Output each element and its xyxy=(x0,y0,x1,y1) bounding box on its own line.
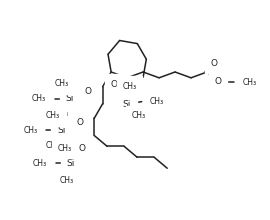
Text: CH₃: CH₃ xyxy=(59,176,74,185)
Text: CH₃: CH₃ xyxy=(54,79,69,88)
Text: CH₃: CH₃ xyxy=(122,82,136,91)
Text: O: O xyxy=(79,144,86,153)
Text: O: O xyxy=(214,77,221,86)
Text: CH₃: CH₃ xyxy=(46,141,60,150)
Text: Si: Si xyxy=(57,126,65,135)
Text: CH₃: CH₃ xyxy=(54,109,69,118)
Text: Si: Si xyxy=(123,100,131,109)
Text: O: O xyxy=(110,80,117,89)
Text: CH₃: CH₃ xyxy=(23,126,37,135)
Text: CH₃: CH₃ xyxy=(46,111,60,120)
Text: CH₃: CH₃ xyxy=(243,77,257,86)
Text: CH₃: CH₃ xyxy=(58,144,72,152)
Text: Si: Si xyxy=(67,159,75,167)
Text: O: O xyxy=(211,59,218,68)
Text: CH₃: CH₃ xyxy=(33,159,47,167)
Text: CH₃: CH₃ xyxy=(150,97,164,106)
Text: Si: Si xyxy=(66,94,74,103)
Text: CH₃: CH₃ xyxy=(32,94,46,103)
Text: O: O xyxy=(85,87,92,96)
Text: CH₃: CH₃ xyxy=(131,111,145,120)
Text: O: O xyxy=(76,118,83,127)
